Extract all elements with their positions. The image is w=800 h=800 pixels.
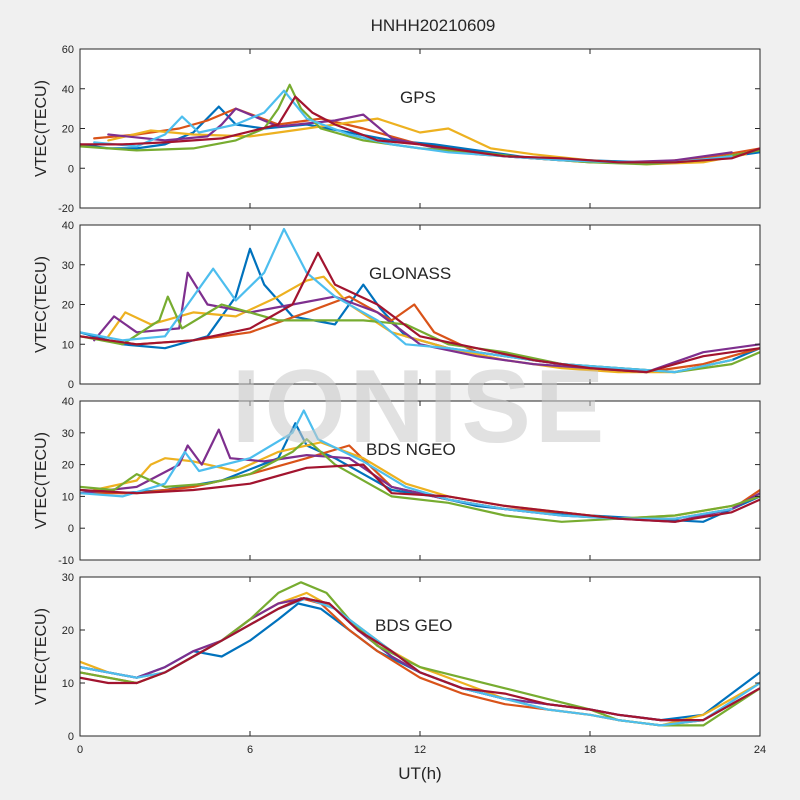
series-line-7 (80, 251, 760, 374)
y-tick-label: 60 (62, 44, 74, 56)
x-tick-label: 24 (754, 744, 766, 756)
y-tick-label: 40 (62, 84, 74, 96)
plot-area (80, 401, 760, 560)
panel-label: BDS NGEO (366, 440, 456, 459)
y-tick-label: -20 (58, 203, 74, 215)
plot-area (80, 225, 760, 384)
y-tick-label: 30 (62, 572, 74, 584)
x-axis-label: UT(h) (398, 764, 441, 783)
y-tick-label: 0 (68, 523, 74, 535)
y-tick-label: 20 (62, 300, 74, 312)
y-axis-label: VTEC(TECU) (33, 608, 50, 705)
y-tick-label: 20 (62, 625, 74, 637)
panel-label: GLONASS (369, 264, 451, 283)
chart-panel-4: 0 10 20 30 0 6 12 18 24 VTEC(TECU) BDS GEO (33, 572, 766, 756)
chart-panel-2: 0 10 20 30 40 VTEC(TECU) GLONASS (33, 220, 761, 391)
chart-panel-1: -20 0 20 40 60 VTEC(TECU) GPS (33, 44, 761, 215)
x-tick-label: 12 (414, 744, 426, 756)
y-tick-label: -10 (58, 555, 74, 567)
series-line-7 (80, 463, 760, 523)
y-tick-label: 10 (62, 678, 74, 690)
series-line-6 (93, 89, 733, 164)
x-tick-label: 18 (584, 744, 596, 756)
y-tick-label: 10 (62, 339, 74, 351)
y-tick-label: 20 (62, 460, 74, 472)
y-tick-label: 40 (62, 396, 74, 408)
series-line-7 (80, 95, 760, 164)
y-tick-label: 20 (62, 124, 74, 136)
y-tick-label: 30 (62, 260, 74, 272)
y-tick-label: 40 (62, 220, 74, 232)
chart-panel-3: -10 0 10 20 30 40 VTEC(TECU) BDS NGEO (33, 396, 761, 567)
figure-title: HNHH20210609 (371, 16, 496, 35)
y-tick-label: 0 (68, 163, 74, 175)
watermark: IONISE (232, 349, 609, 465)
y-tick-label: 0 (68, 731, 74, 743)
x-tick-label: 0 (77, 744, 83, 756)
series-group (80, 227, 760, 374)
y-axis-label: VTEC(TECU) (33, 432, 50, 529)
y-axis-label: VTEC(TECU) (33, 256, 50, 353)
series-line-6 (80, 409, 733, 520)
x-tick-label: 6 (247, 744, 253, 756)
y-axis-label: VTEC(TECU) (33, 80, 50, 177)
series-line-7 (80, 597, 760, 722)
panel-label: BDS GEO (375, 616, 452, 635)
series-group (80, 409, 760, 523)
series-group (80, 581, 760, 727)
series-group (80, 83, 760, 166)
y-tick-label: 30 (62, 428, 74, 440)
y-tick-label: 0 (68, 379, 74, 391)
panel-label: GPS (400, 88, 436, 107)
series-line-3 (107, 275, 733, 374)
y-tick-label: 10 (62, 491, 74, 503)
